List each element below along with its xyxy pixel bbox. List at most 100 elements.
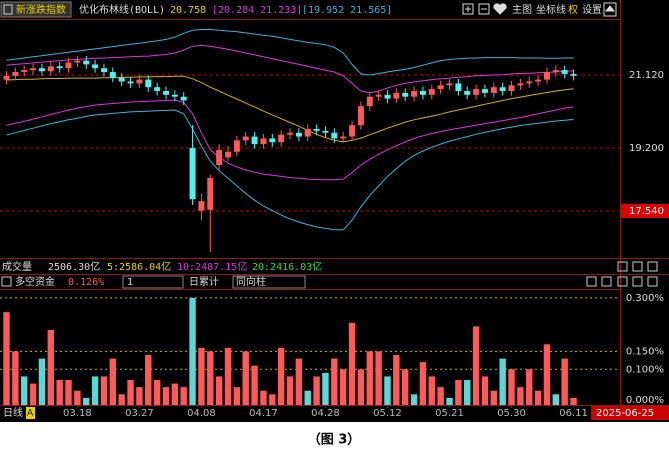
candle-body	[216, 149, 223, 166]
candle-body	[437, 85, 444, 90]
candle-body	[357, 106, 364, 126]
bar	[145, 355, 152, 405]
y-tick-label: 0.100%	[626, 364, 664, 375]
candle-body	[30, 68, 37, 71]
candle-body	[3, 75, 10, 80]
candle-body	[313, 128, 320, 131]
bar	[109, 358, 117, 405]
candle-body	[331, 132, 338, 139]
candle-body	[171, 94, 178, 97]
bar	[375, 351, 382, 405]
bar	[570, 397, 577, 405]
bar	[499, 358, 506, 405]
candle-body	[340, 136, 347, 139]
period-icon-box[interactable]	[26, 407, 35, 419]
button-icon	[3, 4, 13, 15]
dropdown[interactable]	[122, 275, 184, 289]
indicator-title: 多空资金	[15, 275, 55, 288]
indicator-button[interactable]	[0, 1, 72, 18]
candle-body	[92, 64, 99, 69]
dropdown[interactable]	[232, 275, 306, 289]
volume-total: 2506.30亿	[48, 260, 100, 273]
bar	[384, 376, 391, 405]
bar	[224, 347, 232, 405]
x-tick-label: 05.30	[497, 408, 526, 419]
toolbar-icons[interactable]	[462, 2, 617, 17]
candle-body	[38, 68, 45, 72]
bar	[260, 390, 267, 405]
boll-inner: [20.284 21.233]	[212, 5, 302, 16]
y-tick-label: 0.300%	[626, 293, 664, 304]
candle-body	[517, 83, 524, 86]
bar	[428, 376, 435, 405]
indicator-button-label[interactable]: 新涨跌指数	[16, 3, 66, 16]
candle-body	[411, 90, 418, 97]
boll-outer: [19.952 21.565]	[302, 5, 392, 16]
bar	[402, 369, 409, 405]
bar	[543, 344, 551, 405]
bar	[366, 351, 373, 405]
candle-body	[74, 60, 81, 63]
x-tick-label: 06.11	[559, 408, 588, 419]
y-tick-label: 0.150%	[626, 346, 664, 357]
bar	[534, 390, 542, 405]
x-tick-label: 04.28	[311, 408, 340, 419]
bar	[56, 380, 63, 405]
candle-body	[109, 72, 116, 78]
candle-body	[322, 130, 329, 133]
bar	[277, 347, 285, 405]
bar	[91, 376, 99, 405]
bar	[180, 387, 187, 405]
bar	[233, 387, 241, 405]
candle-body	[278, 134, 285, 143]
y-tick-label: 0.000%	[626, 395, 664, 406]
boll-name: 优化布林线(BOLL)	[79, 3, 165, 16]
bar	[38, 358, 46, 405]
candle-body	[225, 151, 231, 158]
candle-body	[242, 136, 249, 141]
period-label[interactable]: 日线	[3, 406, 23, 419]
dropdown-value[interactable]: 同向柱	[236, 275, 266, 288]
candle-body	[260, 138, 267, 145]
bar	[393, 355, 400, 405]
candle-body	[145, 79, 152, 88]
toolbar-button[interactable]: 主图	[512, 4, 532, 16]
bar	[437, 387, 444, 405]
candle-body	[464, 90, 471, 95]
bar	[162, 387, 170, 405]
toolbar-button[interactable]: 设置	[582, 4, 602, 16]
panel-borders	[0, 0, 669, 406]
bar	[269, 394, 276, 405]
x-tick-label: 04.17	[249, 408, 278, 419]
candle-body	[233, 140, 240, 152]
caption: （图 3）	[308, 432, 361, 448]
candle-body	[198, 201, 205, 211]
bar	[410, 394, 418, 405]
candle-body	[304, 128, 311, 137]
volume-ma10: 10:2487.15亿	[177, 260, 247, 273]
x-tick-label: 03.27	[125, 408, 154, 419]
candle-body	[535, 79, 542, 82]
boll-line	[6, 109, 574, 231]
panel-icons[interactable]	[1, 261, 658, 287]
x-tick-label: 04.08	[187, 408, 216, 419]
candle-body	[455, 83, 462, 91]
toolbar-button[interactable]: 权	[568, 3, 578, 16]
bar	[419, 362, 427, 405]
bar	[295, 358, 303, 405]
bar	[526, 369, 533, 405]
volume-ma20: 20:2416.03亿	[252, 260, 322, 273]
period-icon[interactable]: A	[27, 409, 34, 419]
candle-body	[65, 62, 72, 69]
dropdown-value[interactable]: 1	[127, 277, 133, 288]
toolbar-button[interactable]: 坐标线	[536, 3, 566, 16]
bar	[189, 297, 196, 405]
candle-body	[402, 92, 409, 97]
candle-body	[428, 89, 435, 95]
candle-body	[508, 85, 515, 91]
bar	[3, 312, 10, 405]
bar	[464, 380, 471, 405]
bar	[100, 376, 108, 405]
bar	[339, 369, 347, 405]
